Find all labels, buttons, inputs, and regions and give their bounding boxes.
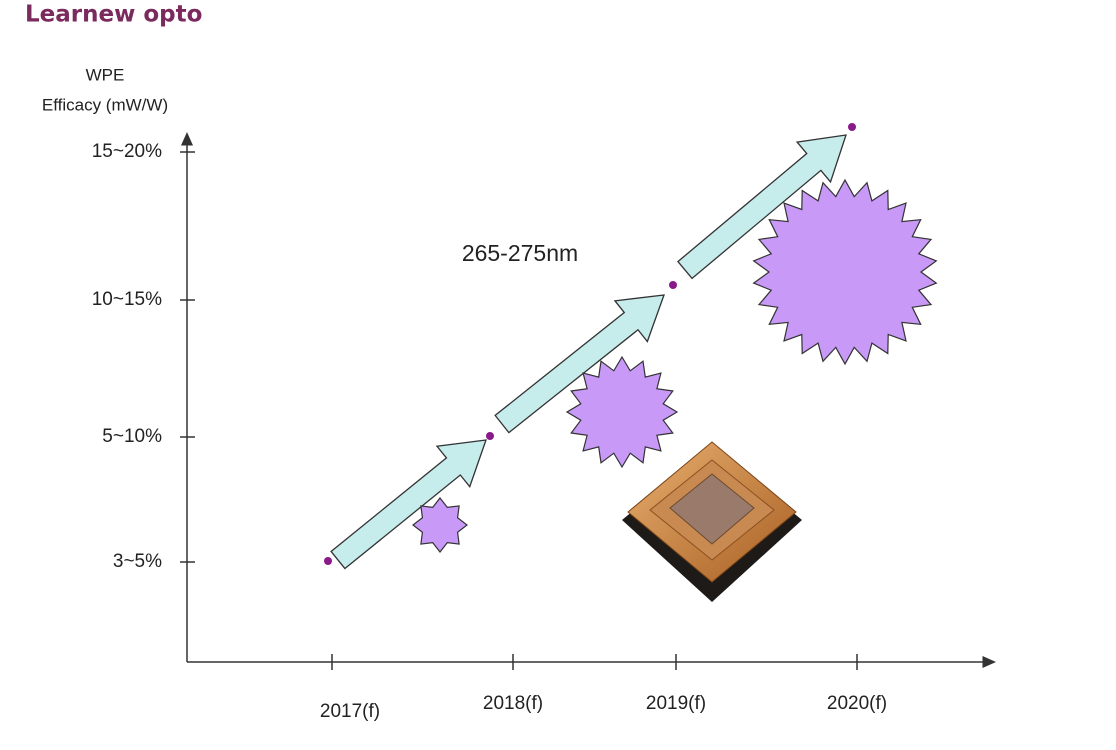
brand: Learnew opto — [25, 2, 202, 28]
y-tick-label: 10~15% — [92, 289, 162, 310]
x-tick-label: 2019(f) — [646, 693, 706, 714]
trend-arrow — [330, 439, 487, 570]
point — [669, 281, 677, 289]
point — [486, 432, 494, 440]
trend-arrow — [677, 134, 847, 280]
led-package — [622, 441, 802, 602]
y-tick-label: 5~10% — [102, 426, 162, 447]
burst — [412, 497, 468, 553]
y-axis-title: Efficacy (mW/W) — [42, 95, 168, 114]
x-tick-label: 2017(f) — [320, 701, 380, 722]
burst — [565, 355, 679, 469]
x-tick-label: 2018(f) — [483, 693, 543, 714]
y-tick-label: 3~5% — [113, 551, 162, 572]
y-tick-label: 15~20% — [92, 141, 162, 162]
point — [848, 123, 856, 131]
point — [324, 557, 332, 565]
y-axis-title: WPE — [86, 65, 125, 84]
burst — [752, 178, 938, 366]
trend-arrow — [494, 294, 665, 434]
annotation: 265-275nm — [462, 240, 578, 266]
x-tick-label: 2020(f) — [827, 693, 887, 714]
